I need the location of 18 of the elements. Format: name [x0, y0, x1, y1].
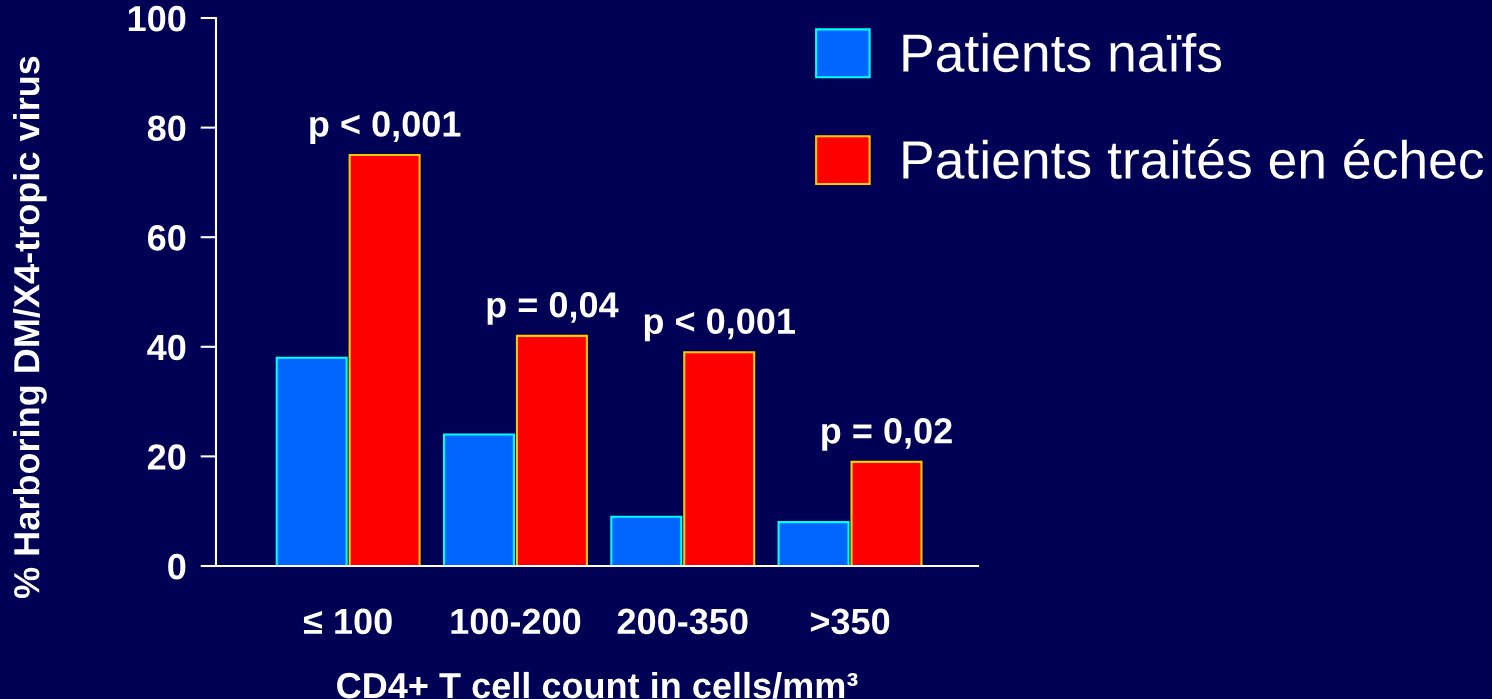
x-tick-label: 200-350: [617, 608, 748, 635]
annotation: p < 0,001: [644, 308, 795, 342]
legend-label: Patients traités en échec: [903, 139, 1484, 179]
y-tick-label: 20: [147, 444, 186, 470]
x-tick-label: >350: [810, 608, 890, 635]
legend-label: Patients naïfs: [903, 32, 1222, 73]
y-axis-title: % Harboring DM/X4-tropic virus: [13, 56, 47, 599]
y-tick-label: 100: [128, 5, 186, 32]
annotation: p = 0,04: [487, 292, 619, 325]
y-tick-label: 40: [147, 334, 186, 361]
y-tick-label: 0: [168, 553, 186, 580]
annotation: p < 0,001: [310, 111, 461, 144]
y-tick-label: 80: [147, 115, 186, 142]
y-tick-label: 60: [147, 225, 186, 251]
annotation: p = 0,02: [822, 418, 952, 451]
x-tick-label: 100-200: [451, 608, 581, 635]
x-axis-title: CD4+ T cell count in cells/mm³: [337, 671, 858, 699]
x-tick-label: ≤ 100: [303, 608, 392, 635]
